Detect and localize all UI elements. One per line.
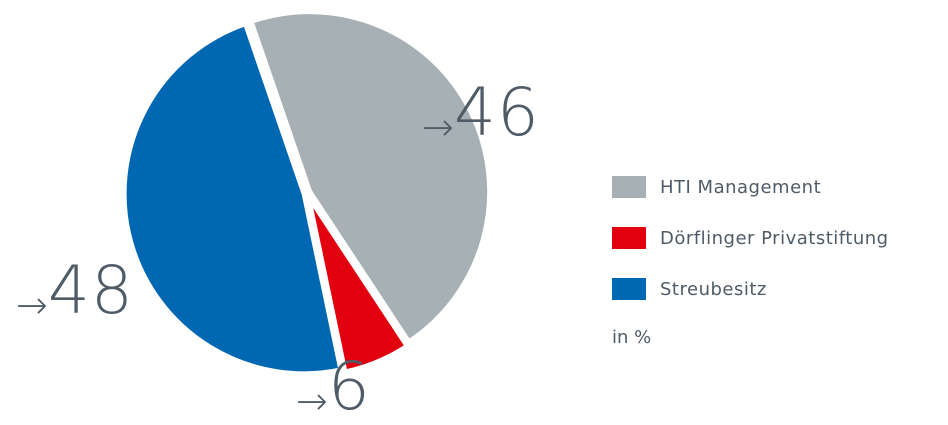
legend-swatch [612,176,646,198]
pie-chart [121,9,493,377]
legend-label: Dörflinger Privatstiftung [660,227,889,249]
data-label-doerflinger: →6 [296,354,371,424]
arrow-icon: → [422,104,454,149]
data-label-value: 6 [327,348,371,425]
legend-item-hti-management: HTI Management [612,174,889,200]
legend-swatch [612,227,646,249]
data-label-streubesitz: →48 [16,258,134,328]
data-label-value: 46 [453,74,540,151]
pie-slice-d-rflinger-privatstiftung [305,193,410,375]
legend-swatch [612,278,646,300]
legend-item-streubesitz: Streubesitz [612,276,889,302]
legend-item-doerflinger: Dörflinger Privatstiftung [612,225,889,251]
legend-label: Streubesitz [660,278,767,300]
pie-slice-hti-management [248,9,493,345]
unit-label: in % [612,327,652,348]
pie-slice-streubesitz [121,21,344,377]
arrow-icon: → [16,282,48,327]
legend: HTI Management Dörflinger Privatstiftung… [612,174,889,348]
data-label-hti-management: →46 [422,80,540,150]
data-label-value: 48 [47,252,134,329]
arrow-icon: → [296,378,328,423]
legend-label: HTI Management [660,176,822,198]
